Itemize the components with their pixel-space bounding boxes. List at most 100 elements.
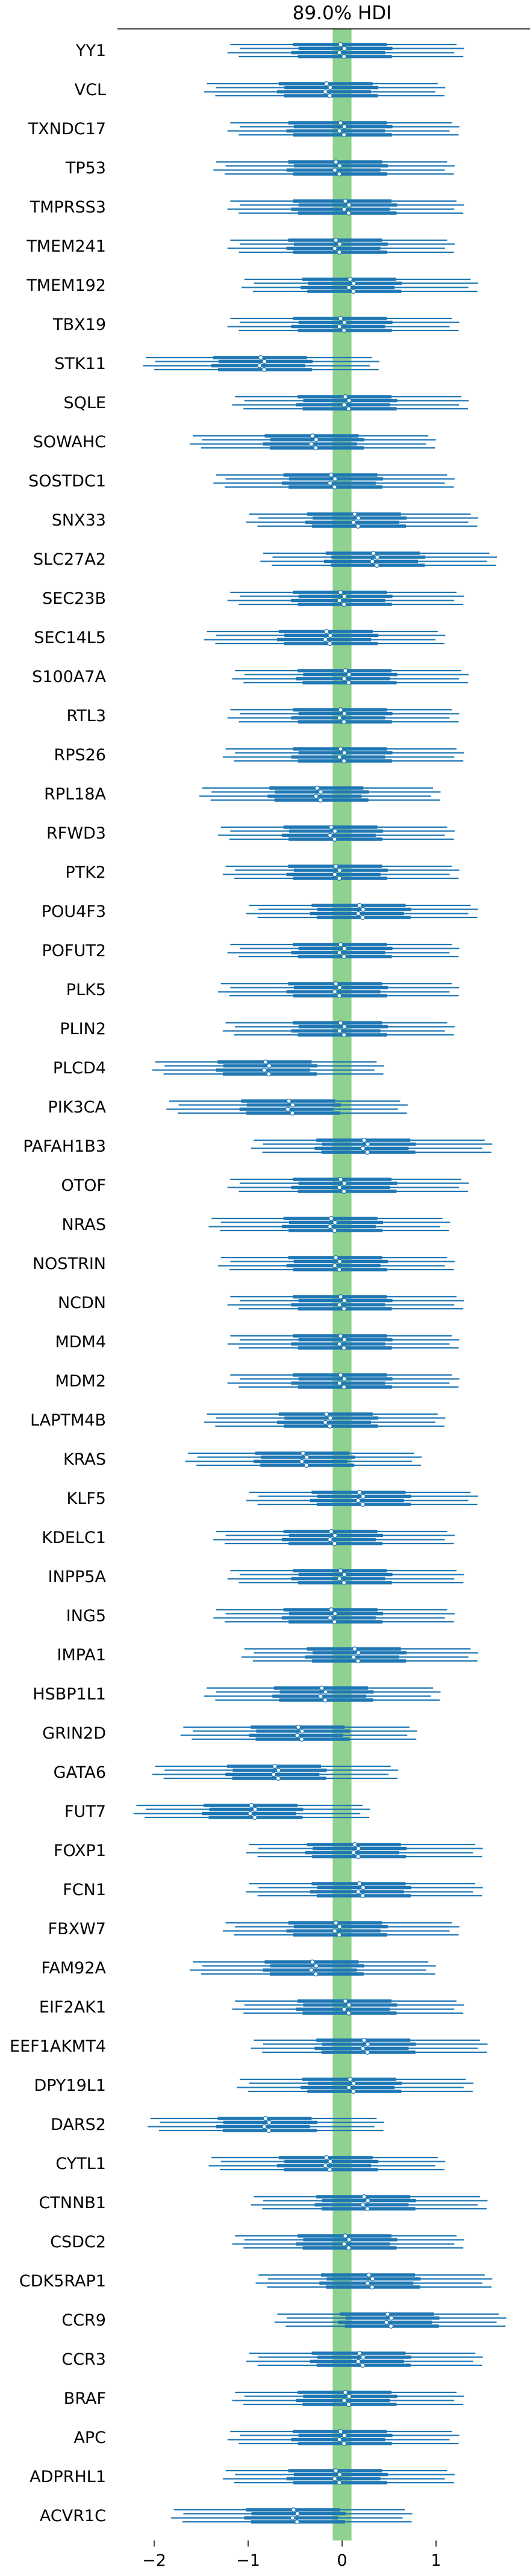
- median-point: [328, 1615, 333, 1621]
- median-point: [341, 2433, 347, 2438]
- gene-row: [227, 199, 464, 216]
- gene-row: [227, 2429, 460, 2447]
- median-point: [261, 1067, 267, 1073]
- gene-label: BRAF: [64, 2389, 106, 2408]
- median-point: [257, 363, 263, 368]
- median-point: [341, 594, 347, 599]
- median-point: [338, 2429, 343, 2435]
- median-point: [328, 833, 333, 838]
- median-point: [276, 1768, 281, 1773]
- median-point: [324, 628, 329, 634]
- median-point: [341, 1572, 347, 1577]
- median-point: [332, 828, 338, 834]
- median-point: [333, 160, 338, 165]
- median-point: [341, 1032, 347, 1037]
- median-point: [324, 1412, 329, 1417]
- median-point: [332, 246, 337, 251]
- median-point: [337, 1924, 342, 1929]
- median-point: [313, 1963, 319, 1969]
- median-point: [328, 2159, 333, 2164]
- median-point: [341, 46, 347, 51]
- median-point: [327, 2167, 332, 2173]
- gene-label: CDK5RAP1: [19, 2272, 106, 2291]
- gene-row: [251, 1137, 493, 1155]
- gene-row: [227, 42, 464, 59]
- median-point: [333, 238, 338, 243]
- gene-row: [190, 433, 436, 450]
- median-point: [313, 793, 319, 799]
- median-point: [328, 1537, 333, 1542]
- gene-label: NOSTRIN: [33, 1255, 106, 1273]
- gene-label: EIF2AK1: [39, 1998, 106, 2017]
- gene-label: GRIN2D: [42, 1724, 106, 1743]
- median-point: [388, 2324, 394, 2329]
- median-point: [346, 285, 352, 290]
- median-point: [310, 1960, 315, 1965]
- gene-row: [232, 2390, 464, 2407]
- gene-label: SEC23B: [42, 589, 106, 608]
- median-point: [338, 1294, 343, 1300]
- gene-row: [246, 511, 478, 529]
- median-point: [285, 1106, 290, 1112]
- median-point: [341, 132, 347, 138]
- gene-row: [227, 1373, 460, 1390]
- median-point: [324, 2155, 329, 2161]
- median-point: [351, 1850, 357, 1855]
- gene-row: [227, 238, 455, 255]
- median-point: [375, 554, 380, 560]
- gene-label: TXNDC17: [28, 120, 106, 138]
- gene-label: DPY19L1: [34, 2076, 106, 2095]
- median-point: [365, 2206, 370, 2212]
- median-point: [360, 1146, 366, 1151]
- median-point: [341, 676, 347, 681]
- median-point: [258, 355, 263, 360]
- median-point: [384, 2320, 389, 2325]
- median-point: [343, 394, 348, 399]
- gene-label: CSDC2: [50, 2233, 106, 2252]
- median-point: [366, 2273, 372, 2278]
- median-point: [348, 277, 353, 282]
- median-point: [337, 2437, 342, 2442]
- gene-row: [232, 668, 469, 685]
- median-point: [341, 1376, 347, 1382]
- median-point: [341, 206, 347, 212]
- gene-row: [232, 394, 469, 411]
- median-point: [338, 1333, 343, 1339]
- median-point: [360, 1885, 366, 1890]
- gene-row: [227, 1176, 469, 1194]
- median-point: [355, 1889, 361, 1895]
- median-point: [341, 1580, 347, 1586]
- gene-row: [237, 2077, 474, 2094]
- median-point: [355, 2359, 361, 2364]
- median-point: [360, 1893, 366, 1899]
- gene-label: APC: [73, 2429, 106, 2447]
- median-point: [341, 1298, 347, 1303]
- gene-row: [222, 2468, 455, 2486]
- median-point: [341, 124, 347, 129]
- median-point: [365, 2198, 370, 2203]
- median-point: [341, 1188, 347, 1194]
- gene-label: SOWAHC: [33, 433, 106, 452]
- median-point: [337, 1185, 342, 1190]
- gene-label: LAPTM4B: [30, 1411, 106, 1430]
- median-point: [299, 1737, 304, 1742]
- median-point: [337, 1267, 342, 1273]
- median-point: [328, 824, 334, 830]
- gene-row: [218, 824, 455, 842]
- gene-label: TMEM192: [26, 276, 106, 295]
- median-point: [314, 785, 320, 790]
- gene-row: [227, 120, 460, 138]
- gene-row: [143, 355, 380, 372]
- median-point: [346, 2011, 351, 2016]
- median-point: [328, 1529, 334, 1535]
- median-point: [338, 315, 343, 321]
- median-point: [365, 1141, 370, 1147]
- gene-row: [232, 2233, 464, 2251]
- gene-row: [204, 1412, 446, 1429]
- median-point: [290, 2515, 295, 2521]
- median-point: [337, 50, 342, 55]
- gene-label: CYTL1: [55, 2155, 106, 2173]
- gene-label: ACVR1C: [40, 2507, 106, 2525]
- median-point: [337, 1259, 342, 1264]
